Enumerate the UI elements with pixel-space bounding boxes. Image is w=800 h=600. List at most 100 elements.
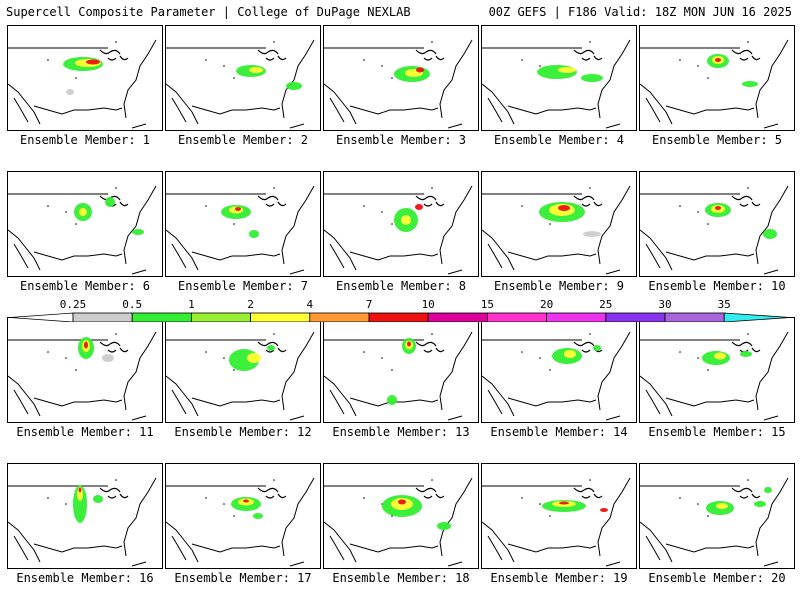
east-coastline — [597, 477, 631, 557]
great-lakes-outline — [731, 341, 761, 353]
lake-dot — [381, 65, 383, 67]
us-map — [324, 331, 473, 421]
scp-contour — [593, 345, 601, 351]
east-coastline — [123, 39, 157, 119]
ensemble-member-label: Ensemble Member: 2 — [177, 133, 309, 147]
scp-contour — [715, 206, 721, 210]
mexico-coastline — [482, 521, 515, 563]
colorbar-tick-label: 0.5 — [122, 298, 143, 311]
scp-contour — [249, 67, 263, 73]
colorbar-segment — [605, 312, 666, 322]
gulf-coastline — [665, 397, 755, 407]
lake-dot — [679, 497, 681, 499]
ensemble-map-panel — [481, 171, 637, 277]
east-coastline — [281, 185, 315, 265]
ensemble-member-label: Ensemble Member: 12 — [174, 425, 312, 439]
lake-dot — [115, 333, 117, 335]
us-map — [640, 185, 789, 275]
ensemble-map-panel — [7, 317, 163, 423]
east-coastline — [123, 185, 157, 265]
lake-dot — [747, 41, 749, 43]
cuba-outline — [447, 269, 463, 275]
great-lakes-outline — [99, 341, 129, 353]
lake-dot — [539, 357, 541, 359]
lake-dot — [115, 479, 117, 481]
ensemble-member-label: Ensemble Member: 14 — [490, 425, 628, 439]
us-map — [640, 331, 789, 421]
east-coastline — [755, 331, 789, 411]
great-lakes-outline — [99, 487, 129, 499]
colorbar-tick-label: 25 — [599, 298, 613, 311]
lake-dot — [47, 497, 49, 499]
mexico-coastline — [640, 375, 673, 417]
scp-contour — [73, 485, 87, 523]
gulf-coastline — [191, 251, 281, 261]
ensemble-member-label: Ensemble Member: 20 — [648, 571, 786, 585]
cuba-outline — [605, 415, 621, 421]
mexico-coastline — [8, 521, 41, 563]
mexico-coastline — [166, 83, 199, 125]
colorbar-right-arrow — [723, 312, 791, 322]
cuba-outline — [605, 561, 621, 567]
east-coastline — [439, 331, 473, 411]
gulf-coastline — [191, 397, 281, 407]
great-lakes-outline — [573, 487, 603, 499]
ensemble-map-panel — [639, 25, 795, 131]
scp-contour — [249, 230, 259, 238]
lake-dot — [115, 41, 117, 43]
lake-dot — [431, 479, 433, 481]
cuba-outline — [289, 269, 305, 275]
gulf-coastline — [349, 251, 439, 261]
great-lakes-outline — [415, 195, 445, 207]
mexico-coastline — [482, 375, 515, 417]
mexico-coastline — [166, 521, 199, 563]
ensemble-member-label: Ensemble Member: 8 — [335, 279, 467, 293]
lake-dot — [363, 59, 365, 61]
mexico-coastline — [8, 229, 41, 271]
lake-dot — [47, 205, 49, 207]
colorbar-tick-label: 2 — [247, 298, 254, 311]
colorbar-segment — [72, 312, 133, 322]
scp-contour — [437, 522, 451, 530]
colorbar-segment — [368, 312, 429, 322]
lake-dot — [747, 479, 749, 481]
us-map — [482, 185, 631, 275]
great-lakes-outline — [573, 49, 603, 61]
lake-dot — [65, 211, 67, 213]
page-title: Supercell Composite Parameter | College … — [6, 5, 411, 19]
lake-dot — [233, 369, 235, 371]
cuba-outline — [131, 415, 147, 421]
lake-dot — [223, 357, 225, 359]
lake-dot — [391, 369, 393, 371]
mexico-coastline — [640, 521, 673, 563]
colorbar-segment — [427, 312, 488, 322]
colorbar-segment — [309, 312, 370, 322]
great-lakes-outline — [731, 487, 761, 499]
scp-contour — [763, 229, 777, 239]
scp-contour — [102, 354, 114, 362]
lake-dot — [75, 223, 77, 225]
gulf-coastline — [665, 543, 755, 553]
lake-dot — [697, 65, 699, 67]
cuba-outline — [289, 123, 305, 129]
scp-contour — [600, 508, 608, 512]
gulf-coastline — [33, 251, 123, 261]
lake-dot — [233, 77, 235, 79]
east-coastline — [597, 185, 631, 265]
great-lakes-outline — [257, 195, 287, 207]
cuba-outline — [447, 561, 463, 567]
ensemble-map-panel — [7, 171, 163, 277]
ensemble-map-panel — [323, 317, 479, 423]
us-map — [166, 39, 315, 129]
colorbar-tick-label: 35 — [717, 298, 731, 311]
scp-contour — [66, 89, 74, 95]
gulf-coastline — [665, 251, 755, 261]
cuba-outline — [131, 561, 147, 567]
lake-dot — [589, 333, 591, 335]
colorbar-tick-label: 0.25 — [59, 298, 87, 311]
lake-dot — [273, 41, 275, 43]
ensemble-map-panel — [7, 25, 163, 131]
ensemble-map-panel — [639, 171, 795, 277]
mexico-coastline — [324, 83, 357, 125]
lake-dot — [549, 223, 551, 225]
